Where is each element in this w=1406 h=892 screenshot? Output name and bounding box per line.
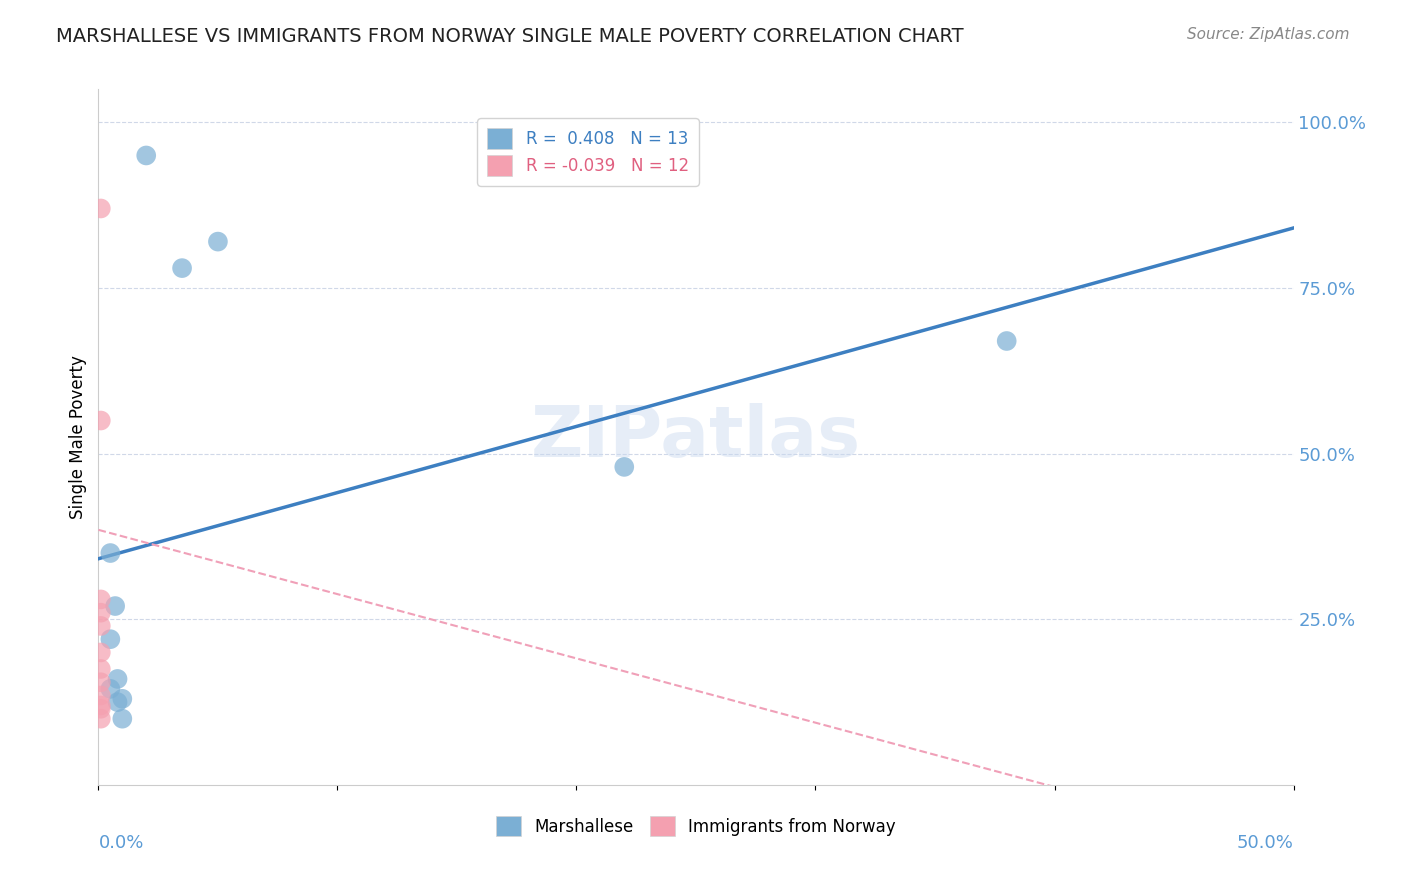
Text: ZIPatlas: ZIPatlas <box>531 402 860 472</box>
Point <box>98 632 122 647</box>
Point <box>613 459 636 474</box>
Text: 0.0%: 0.0% <box>98 834 143 852</box>
Point <box>207 235 229 249</box>
Point <box>98 681 122 696</box>
Point <box>90 698 112 713</box>
Point <box>107 672 129 686</box>
Point <box>90 662 112 676</box>
Point <box>111 712 134 726</box>
Point <box>135 148 157 162</box>
Point <box>90 702 112 716</box>
Y-axis label: Single Male Poverty: Single Male Poverty <box>69 355 87 519</box>
Legend: Marshallese, Immigrants from Norway: Marshallese, Immigrants from Norway <box>486 805 905 847</box>
Point <box>90 645 112 659</box>
Point <box>90 675 112 690</box>
Point <box>90 619 112 633</box>
Text: Source: ZipAtlas.com: Source: ZipAtlas.com <box>1187 27 1350 42</box>
Text: MARSHALLESE VS IMMIGRANTS FROM NORWAY SINGLE MALE POVERTY CORRELATION CHART: MARSHALLESE VS IMMIGRANTS FROM NORWAY SI… <box>56 27 965 45</box>
Point <box>90 606 112 620</box>
Point <box>107 695 129 709</box>
Point <box>111 691 134 706</box>
Point <box>104 599 127 613</box>
Point <box>995 334 1018 348</box>
Point <box>90 592 112 607</box>
Point <box>90 712 112 726</box>
Point <box>90 413 112 427</box>
Text: 50.0%: 50.0% <box>1237 834 1294 852</box>
Point <box>90 689 112 703</box>
Point <box>90 202 112 216</box>
Point <box>98 546 122 560</box>
Point <box>172 261 194 276</box>
